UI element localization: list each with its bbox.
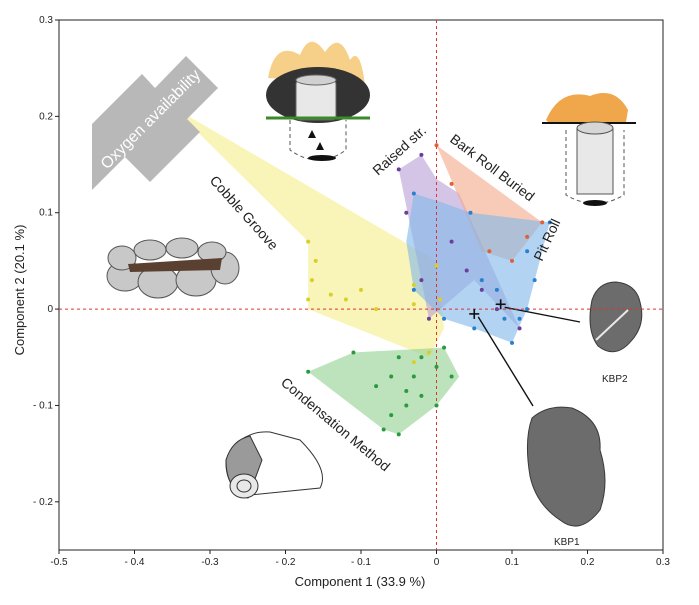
point-raised-str	[419, 152, 424, 157]
point-pit-roll	[510, 340, 514, 345]
y-tick-label: - 0.2	[33, 497, 53, 508]
hull-layer	[172, 106, 550, 435]
point-raised-str	[449, 239, 454, 244]
point-cobble-groove	[374, 307, 379, 312]
x-axis-title: Component 1 (33.9 %)	[295, 574, 426, 589]
point-raised-str	[494, 307, 499, 312]
label-kbp2: KBP2	[602, 374, 628, 385]
oxygen-arrow	[92, 56, 218, 190]
point-bark-roll-buried	[449, 181, 454, 186]
cobble-groove-illustration-icon	[106, 237, 240, 299]
y-axis-title: Component 2 (20.1 %)	[12, 225, 27, 356]
point-raised-str	[479, 287, 484, 292]
point-cobble-groove	[434, 263, 439, 268]
point-bark-roll-buried	[510, 258, 514, 263]
y-tick-label: - 0.1	[33, 400, 53, 411]
leader-kbp1	[477, 316, 534, 407]
point-condensation-method	[396, 432, 401, 437]
point-raised-str	[464, 268, 469, 273]
point-bark-roll-buried	[487, 249, 492, 254]
point-cobble-groove	[309, 278, 314, 283]
fire-pit-illustration-icon	[266, 41, 370, 161]
point-pit-roll	[525, 249, 530, 254]
point-bark-roll-buried	[525, 234, 530, 239]
point-condensation-method	[351, 350, 356, 355]
x-tick-label: - 0.4	[124, 557, 144, 568]
point-pit-roll	[494, 287, 499, 292]
x-tick-label: 0.1	[505, 557, 519, 568]
points-layer	[306, 143, 552, 437]
pit-roll-illustration-icon	[542, 93, 636, 206]
point-condensation-method	[434, 403, 439, 408]
hull-pit-roll	[406, 193, 550, 343]
point-pit-roll	[525, 307, 530, 312]
kbp1-photo-icon	[526, 406, 606, 527]
point-raised-str	[517, 326, 522, 331]
point-cobble-groove	[426, 350, 431, 355]
kbp2-photo-icon	[589, 281, 643, 353]
point-pit-roll	[517, 316, 522, 321]
point-condensation-method	[374, 384, 379, 389]
point-raised-str	[419, 278, 424, 283]
point-cobble-groove	[343, 297, 348, 302]
point-pit-roll	[468, 210, 473, 215]
point-condensation-method	[404, 389, 409, 393]
point-cobble-groove	[306, 239, 311, 244]
x-tick-label: - 0.1	[351, 557, 371, 568]
x-tick-label: -0.3	[201, 557, 219, 568]
point-pit-roll	[479, 278, 484, 283]
point-condensation-method	[442, 345, 447, 350]
point-cobble-groove	[411, 360, 416, 365]
point-condensation-method	[404, 403, 409, 408]
x-tick-label: 0.2	[581, 557, 595, 568]
hull-cobble-groove	[172, 106, 445, 358]
point-pit-roll	[502, 316, 507, 321]
point-bark-roll-buried	[540, 220, 545, 225]
x-tick-label: 0.3	[656, 557, 670, 568]
point-condensation-method	[306, 369, 311, 374]
point-pit-roll	[442, 316, 447, 321]
point-condensation-method	[419, 393, 424, 398]
point-condensation-method	[434, 364, 439, 369]
axes-layer: -0.5 - 0.4 -0.3 - 0.2 - 0.1 0 0.1 0.2 0.3 - 0.2 - …	[33, 15, 670, 568]
x-tick-label: 0	[434, 557, 440, 568]
point-pit-roll	[547, 220, 552, 225]
point-condensation-method	[389, 413, 394, 418]
point-condensation-method	[449, 374, 454, 379]
x-tick-label: -0.5	[50, 557, 68, 568]
point-condensation-method	[381, 427, 386, 432]
leader-kbp2	[504, 306, 581, 323]
point-cobble-groove	[313, 258, 318, 263]
y-tick-label: 0	[47, 304, 53, 315]
photo-leader-lines	[477, 306, 581, 407]
condensation-illustration-icon	[225, 431, 323, 499]
point-pit-roll	[411, 287, 416, 292]
point-cobble-groove	[359, 287, 363, 292]
markers-layer	[469, 299, 506, 319]
point-raised-str	[404, 210, 409, 215]
point-cobble-groove	[328, 292, 333, 297]
hull-condensation-method	[308, 347, 460, 435]
point-condensation-method	[396, 355, 401, 360]
point-pit-roll	[411, 191, 416, 196]
point-cobble-groove	[411, 283, 416, 287]
label-kbp1: KBP1	[554, 537, 580, 548]
y-tick-label: 0.2	[39, 111, 53, 122]
y-tick-label: 0.3	[39, 15, 53, 26]
point-cobble-groove	[306, 297, 311, 302]
point-condensation-method	[389, 374, 394, 379]
point-pit-roll	[472, 326, 477, 331]
point-cobble-groove	[411, 302, 416, 307]
point-condensation-method	[419, 355, 424, 360]
point-bark-roll-buried	[434, 143, 439, 148]
point-cobble-groove	[438, 297, 443, 302]
y-tick-label: 0.1	[39, 208, 53, 219]
point-raised-str	[426, 316, 431, 321]
point-pit-roll	[532, 278, 537, 283]
point-raised-str	[396, 167, 401, 172]
x-tick-label: - 0.2	[275, 557, 295, 568]
point-condensation-method	[411, 374, 416, 379]
